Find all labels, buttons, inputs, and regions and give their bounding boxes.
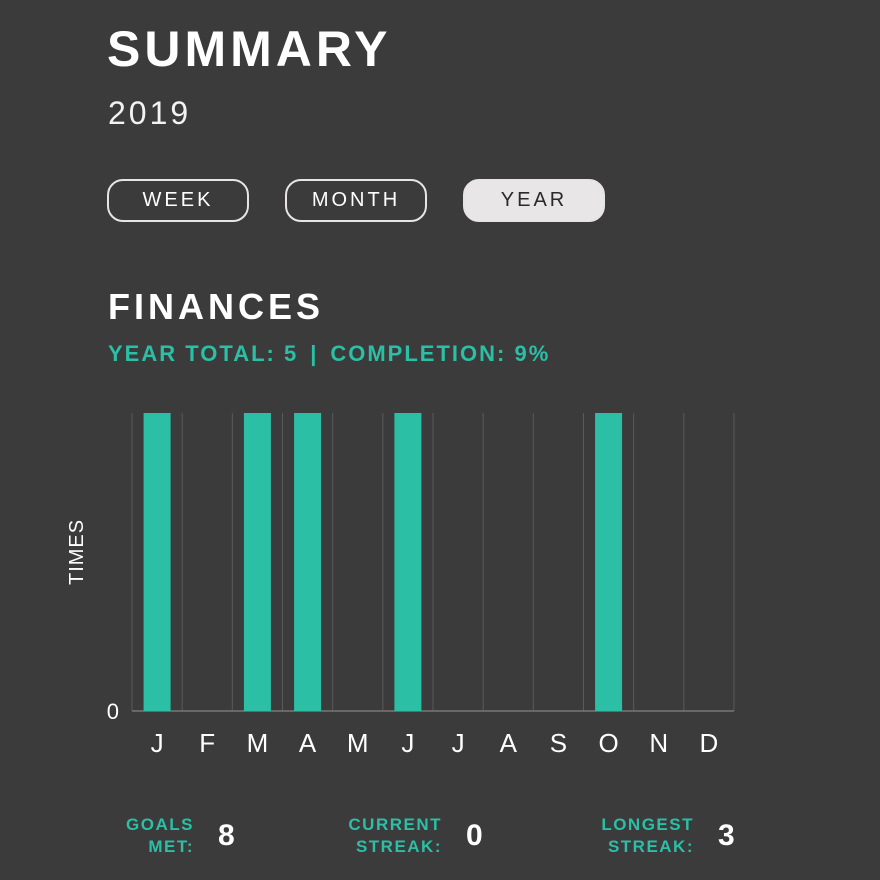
goals-met-label: GOALS MET:	[126, 815, 194, 856]
bar-3	[294, 413, 322, 711]
x-tick-label: A	[299, 728, 317, 758]
x-tick-label: O	[598, 728, 618, 758]
x-tick-label: S	[550, 728, 567, 758]
x-tick-label: J	[151, 728, 164, 758]
totals-line: YEAR TOTAL: 5 | COMPLETION: 9%	[108, 340, 550, 368]
tab-year[interactable]: YEAR	[463, 179, 605, 222]
goals-met-value: 8	[218, 819, 235, 852]
current-streak-value: 0	[466, 819, 483, 852]
x-tick-label: J	[452, 728, 465, 758]
tab-month[interactable]: MONTH	[285, 179, 427, 222]
x-tick-label: M	[247, 728, 269, 758]
totals-separator: |	[310, 341, 319, 366]
x-tick-label: M	[347, 728, 369, 758]
bar-5	[394, 413, 422, 711]
completion-label: COMPLETION: 9%	[330, 341, 551, 366]
x-tick-label: D	[700, 728, 719, 758]
bar-2	[243, 413, 271, 711]
longest-streak-label: LONGEST STREAK:	[601, 815, 694, 856]
bar-chart: J F M A M J J A S O N D0	[107, 413, 735, 758]
longest-streak-value: 3	[718, 819, 735, 852]
tab-week[interactable]: WEEK	[107, 179, 249, 222]
x-tick-label: F	[199, 728, 215, 758]
year-label: 2019	[108, 95, 192, 131]
year-total-label: YEAR TOTAL: 5	[108, 341, 299, 366]
current-streak-label: CURRENT STREAK:	[348, 815, 442, 856]
bar-0	[143, 413, 171, 711]
x-tick-label: A	[500, 728, 518, 758]
section-title: FINANCES	[108, 286, 325, 327]
y-tick-label: 0	[107, 699, 119, 724]
x-tick-label: N	[649, 728, 668, 758]
page-title: SUMMARY	[107, 21, 392, 77]
x-tick-label: J	[401, 728, 414, 758]
bar-9	[595, 413, 623, 711]
